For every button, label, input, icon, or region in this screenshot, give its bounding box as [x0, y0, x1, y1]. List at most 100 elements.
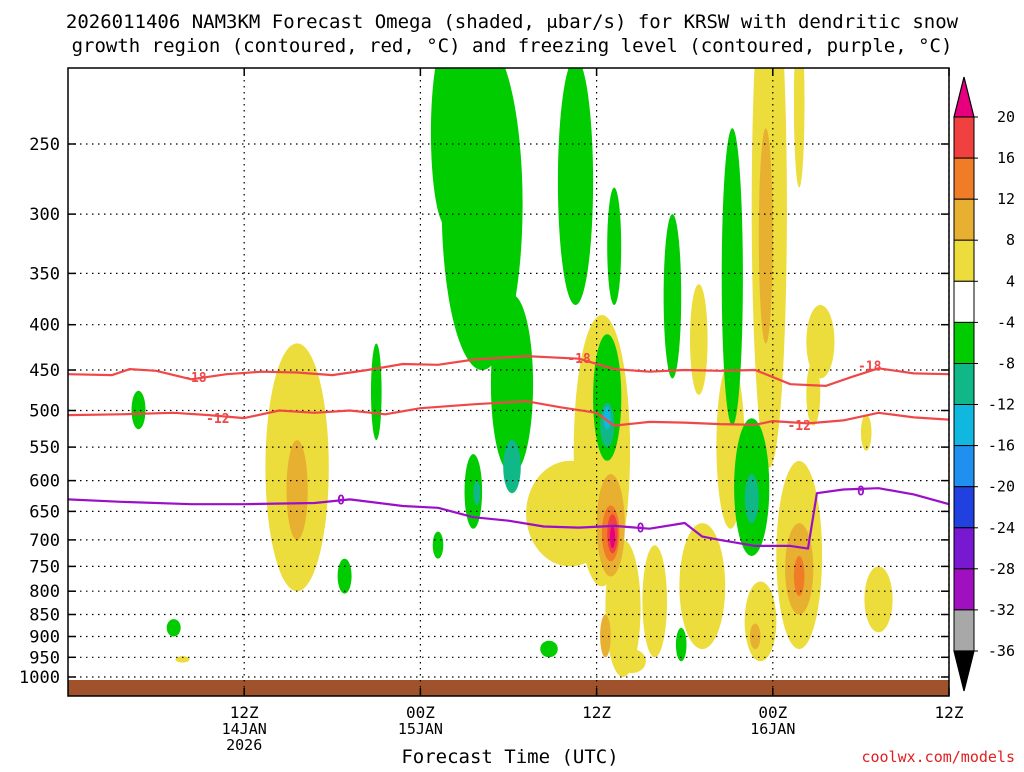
colorbar-band-4 — [953, 239, 975, 282]
colorbar-band-7 — [953, 363, 975, 406]
colorbar-label-1: 16 — [997, 149, 1015, 167]
y-tick-label-900: 900 — [29, 628, 60, 648]
y-tick-label-300: 300 — [29, 205, 60, 225]
y-tick-label-750: 750 — [29, 557, 60, 577]
contour-label-freezing-1: 0 — [637, 522, 645, 537]
x-tick-label--3-1: 14JAN — [222, 720, 267, 738]
x-tick-label-27-0: 00Z — [758, 703, 787, 722]
y-tick-label-500: 500 — [29, 402, 60, 422]
y-tick-label-450: 450 — [29, 361, 60, 381]
omega-region-pos4-15 — [860, 414, 872, 451]
colorbar-band-2 — [953, 157, 975, 200]
omega-shading — [131, 68, 893, 678]
omega-region-neg8-28 — [131, 390, 146, 430]
y-tick-label-350: 350 — [29, 264, 60, 284]
y-tick-label-950: 950 — [29, 648, 60, 668]
colorbar-label-13: -36 — [988, 642, 1015, 660]
omega-region-neg8-22 — [607, 187, 622, 305]
omega-region-pos4-2 — [690, 284, 708, 395]
omega-region-neg16-47 — [603, 406, 611, 430]
omega-region-pos4-14 — [864, 566, 893, 633]
colorbar-band-5 — [953, 280, 975, 323]
colorbar-bottom-arrow — [953, 650, 975, 692]
colorbar-label-2: 12 — [997, 190, 1015, 208]
colorbar-band-8 — [953, 404, 975, 447]
x-tick-label-27-1: 16JAN — [750, 720, 795, 738]
colorbar-band-13 — [953, 609, 975, 652]
contour-minus18 — [68, 355, 949, 387]
y-tick-label-550: 550 — [29, 438, 60, 458]
x-tick-label-7-0: 00Z — [406, 703, 435, 722]
omega-region-neg8-31 — [540, 640, 558, 658]
omega-region-pos4-8 — [642, 545, 667, 658]
x-tick-label--3-2: 2026 — [226, 736, 262, 754]
terrain-ground-band — [68, 680, 949, 696]
colorbar-label-3: 8 — [1006, 231, 1015, 249]
x-axis-label: Forecast Time (UTC) — [401, 746, 618, 768]
y-tick-label-1000: 1000 — [19, 668, 60, 688]
chart-title-line-1: 2026011406 NAM3KM Forecast Omega (shaded… — [66, 11, 959, 33]
omega-region-neg12-42 — [503, 440, 521, 494]
colorbar-top-arrow — [953, 76, 975, 118]
x-tick-label-37-0: 12Z — [935, 703, 964, 722]
omega-region-pos4-9 — [679, 523, 726, 650]
x-tick-label-7-1: 15JAN — [398, 720, 443, 738]
omega-region-pos8-35 — [286, 440, 308, 540]
y-tick-label-700: 700 — [29, 531, 60, 551]
omega-region-neg8-29 — [166, 619, 181, 637]
omega-region-neg8-33 — [432, 531, 444, 559]
omega-region-pos8-39 — [600, 614, 611, 658]
colorbar-band-6 — [953, 321, 975, 364]
colorbar-band-3 — [953, 198, 975, 241]
colorbar-band-9 — [953, 445, 975, 488]
omega-region-neg8-20 — [430, 68, 463, 227]
contour-label-freezing-0: 0 — [337, 493, 345, 508]
chart-title-line-2: growth region (contoured, red, °C) and f… — [72, 35, 953, 57]
omega-region-pos12-46 — [793, 556, 805, 596]
colorbar-band-12 — [953, 568, 975, 611]
colorbar-label-12: -32 — [988, 601, 1015, 619]
omega-region-neg8-32 — [464, 454, 483, 529]
omega-region-neg8-27 — [371, 343, 382, 441]
omega-region-neg8-24 — [721, 128, 743, 426]
omega-region-pos4-12 — [806, 305, 835, 379]
pressure-axis: 2503003504004505005506006507007508008509… — [19, 135, 949, 688]
colorbar-label-0: 20 — [997, 108, 1015, 126]
contour-label-minus18-1: -18 — [567, 352, 591, 367]
credit-text: coolwx.com/models — [861, 748, 1015, 766]
contour-minus12 — [68, 400, 949, 427]
omega-region-pos4-10 — [744, 581, 777, 662]
y-tick-label-650: 650 — [29, 502, 60, 522]
x-tick-label--3-0: 12Z — [230, 703, 259, 722]
omega-region-neg8-30 — [337, 558, 352, 594]
x-tick-label-17-0: 12Z — [582, 703, 611, 722]
colorbar-band-1 — [953, 116, 975, 159]
y-tick-label-800: 800 — [29, 582, 60, 602]
y-tick-label-600: 600 — [29, 472, 60, 492]
omega-region-neg12-43 — [744, 474, 759, 523]
colorbar-band-11 — [953, 527, 975, 570]
colorbar-label-10: -24 — [988, 519, 1015, 537]
colorbar-label-4: 4 — [1006, 272, 1015, 290]
omega-region-pos4-17 — [175, 656, 190, 663]
omega-region-pos8-38 — [758, 128, 773, 344]
contour-freezing — [68, 487, 949, 550]
colorbar: 20 16 12 8 4 -4 -8 -12 -16 -20 -24 -28 -32 -36 — [953, 76, 1015, 692]
colorbar-label-9: -20 — [988, 478, 1015, 496]
y-tick-label-400: 400 — [29, 316, 60, 336]
omega-region-neg12-44 — [473, 480, 481, 506]
omega-region-pos8-40 — [749, 623, 761, 650]
omega-region-neg8-19 — [490, 294, 534, 475]
colorbar-label-7: -12 — [988, 396, 1015, 414]
omega-region-neg8-23 — [663, 214, 682, 379]
omega-region-neg8-21 — [557, 68, 594, 305]
colorbar-label-11: -28 — [988, 560, 1015, 578]
colorbar-label-5: -4 — [997, 313, 1015, 331]
omega-region-pos4-13 — [806, 361, 821, 426]
temperature-contours: -18 -18 -18 -12 -12 0 0 0 — [68, 352, 949, 550]
colorbar-band-10 — [953, 486, 975, 529]
contour-label-minus12-0: -12 — [206, 412, 229, 427]
